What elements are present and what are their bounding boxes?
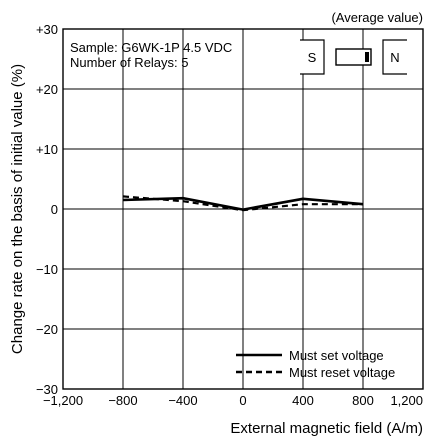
magnet-s-label: S [308,50,317,65]
x-tick-label: 400 [292,393,314,408]
x-tick-label: 1,200 [390,393,423,408]
magnet-n-outline [382,39,407,75]
magnet-n-bg [383,40,407,74]
magnet-n-label: N [390,50,399,65]
legend-label: Must set voltage [289,348,384,363]
x-tick-label: 800 [352,393,374,408]
x-tick-label: −1,200 [43,393,83,408]
series-line-must-reset [122,195,363,212]
x-axis-label: External magnetic field (A/m) [230,420,423,437]
annotation-layer: (Average value) Sample: G6WK-1P 4.5 VDCNu… [70,10,423,75]
y-tick-label: −20 [36,322,58,337]
legend-label: Must reset voltage [289,365,395,380]
sample-info-line: Number of Relays: 5 [70,55,189,70]
x-tick-label: −400 [168,393,197,408]
y-tick-label: +10 [36,142,58,157]
plot-frame [62,28,424,390]
magnet-s-outline [300,39,325,75]
series-layer [122,195,364,212]
y-tick-label: 0 [51,202,58,217]
average-value-note: (Average value) [331,10,423,25]
relay-body-icon [335,48,372,66]
relay-marker-icon [365,52,369,62]
axis-layer: +30 +20 +10 0 −10 −20 −30−1,200 −800 −400 0 400 800… [9,22,424,437]
y-tick-label: −10 [36,262,58,277]
magnet-s-bg [300,40,324,74]
y-tick-label: +20 [36,82,58,97]
sample-info-line: Sample: G6WK-1P 4.5 VDC [70,40,232,55]
y-tick-label: −30 [36,382,58,397]
x-tick-label: −800 [108,393,137,408]
y-axis-label: Change rate on the basis of initial valu… [9,64,26,354]
y-tick-label: +30 [36,22,58,37]
x-tick-label: 0 [239,393,246,408]
legend-layer: Must set voltage Must reset voltage [236,348,395,380]
